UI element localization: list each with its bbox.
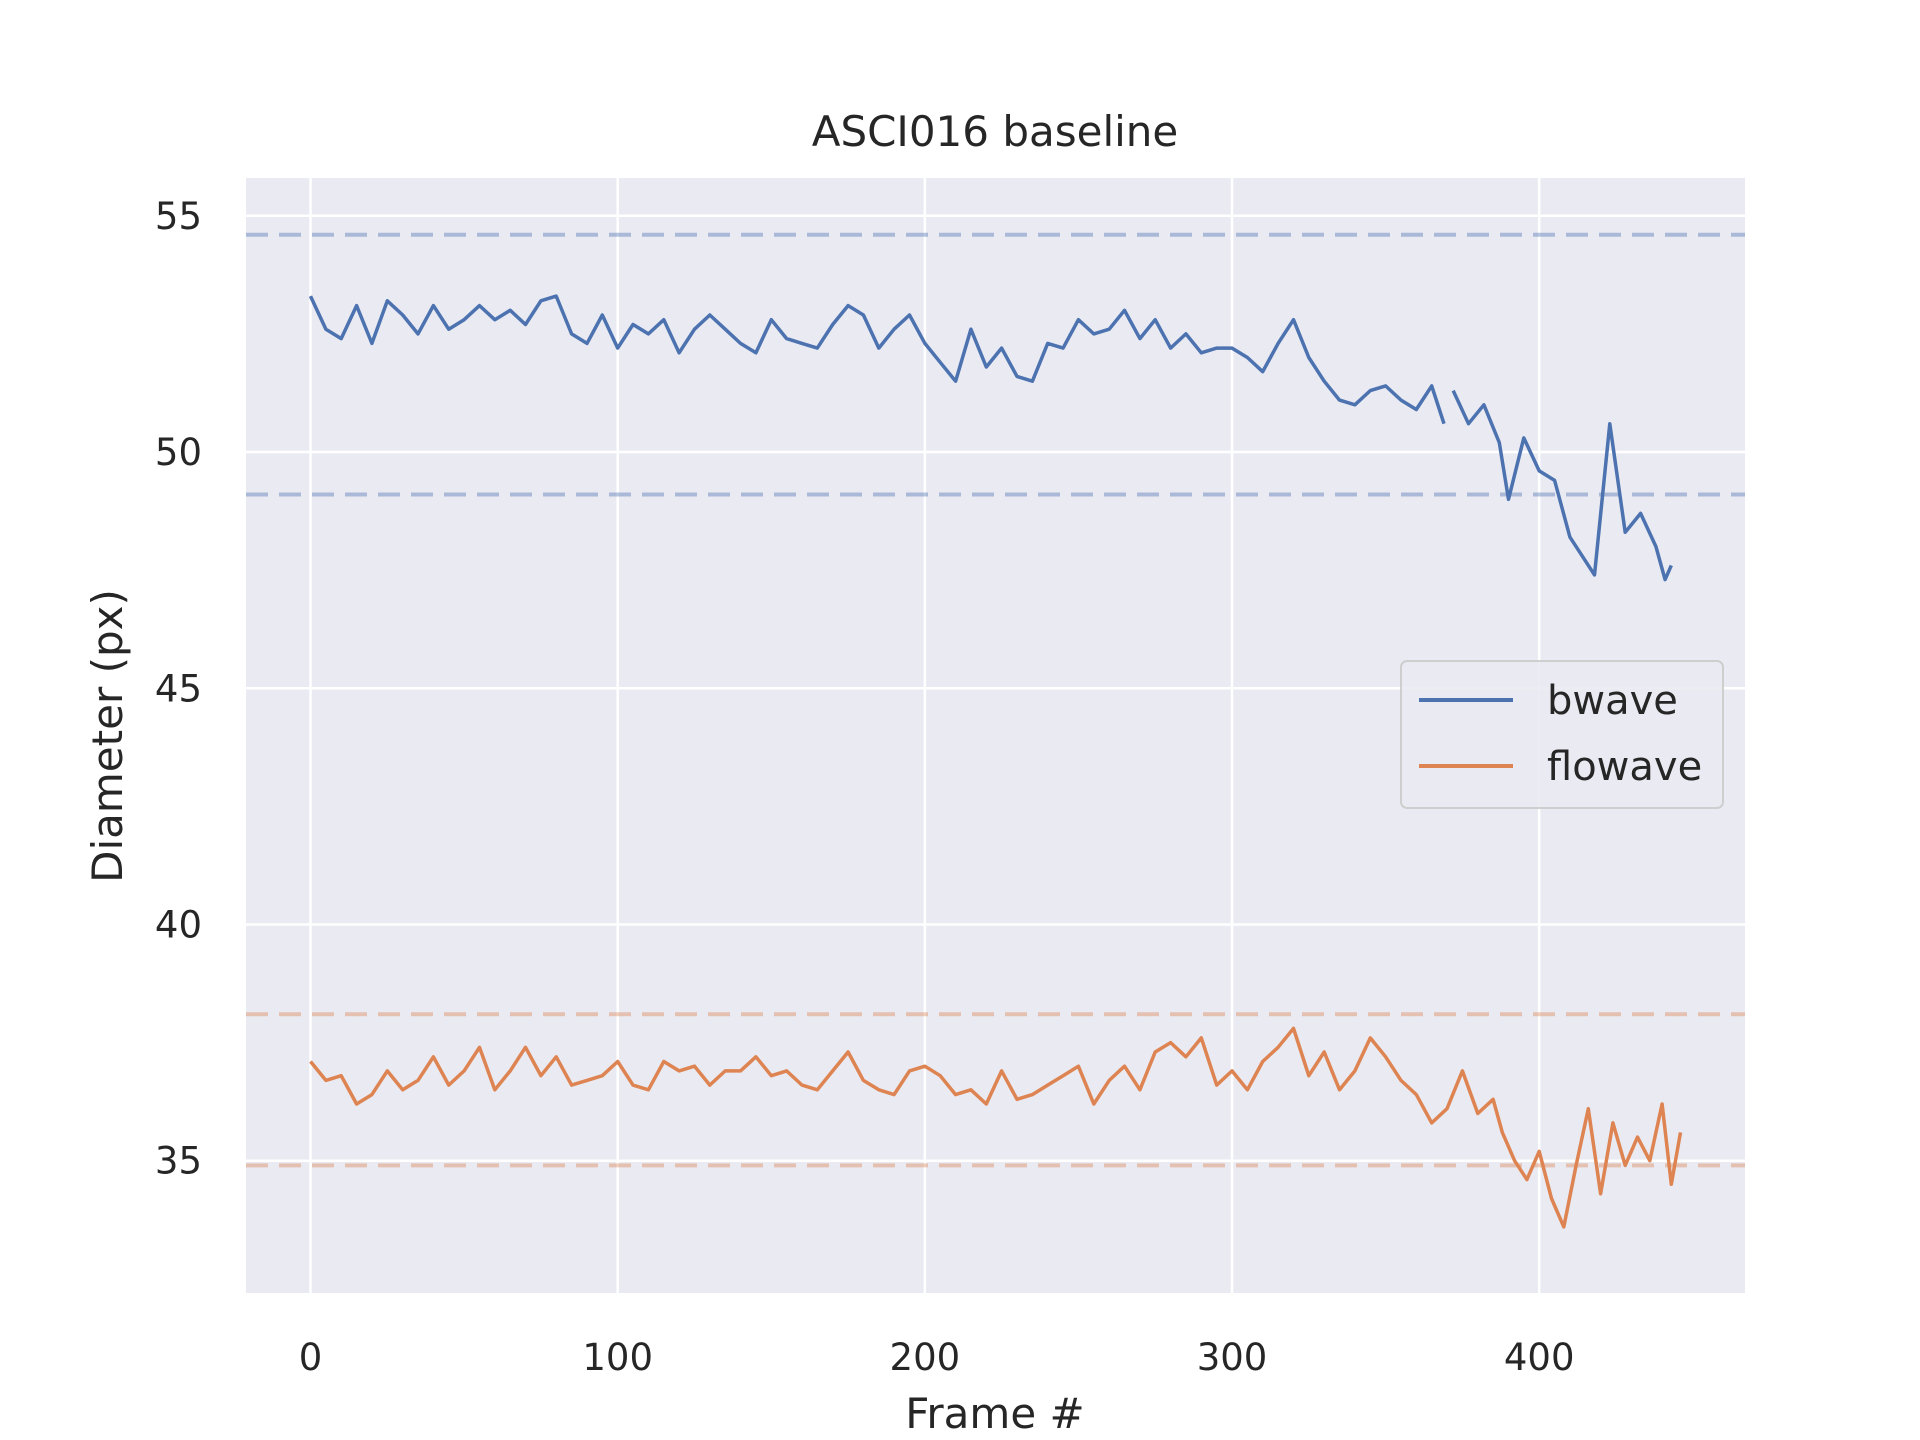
x-tick-label: 300 — [1197, 1336, 1268, 1379]
x-tick-label: 200 — [890, 1336, 961, 1379]
y-tick-label: 45 — [155, 667, 202, 710]
legend-box — [1400, 660, 1724, 809]
y-tick-labels: 35 40 45 50 55 — [155, 195, 202, 1183]
x-tick-label: 400 — [1504, 1336, 1575, 1379]
y-tick-label: 35 — [155, 1140, 202, 1183]
y-tick-label: 50 — [155, 431, 202, 474]
x-axis-label: Frame # — [905, 1389, 1084, 1438]
series-line-bwave — [1451, 389, 1673, 582]
series-line-flowave — [309, 1026, 1683, 1229]
y-tick-label: 40 — [155, 903, 202, 946]
legend-label-flowave: flowave — [1547, 744, 1702, 790]
series-lines — [308, 294, 1683, 1229]
x-tick-label: 0 — [299, 1336, 323, 1379]
grid — [246, 178, 1745, 1293]
x-tick-label: 100 — [582, 1336, 653, 1379]
x-tick-labels: 0 100 200 300 400 — [299, 1336, 1575, 1379]
y-axis-label: Diameter (px) — [83, 589, 132, 883]
legend-label-bwave: bwave — [1547, 678, 1678, 724]
chart-title: ASCI016 baseline — [812, 107, 1179, 156]
legend: bwave flowave — [1400, 660, 1724, 809]
reference-lines — [246, 232, 1745, 1168]
y-tick-label: 55 — [155, 195, 202, 238]
series-line-bwave — [308, 294, 1446, 425]
